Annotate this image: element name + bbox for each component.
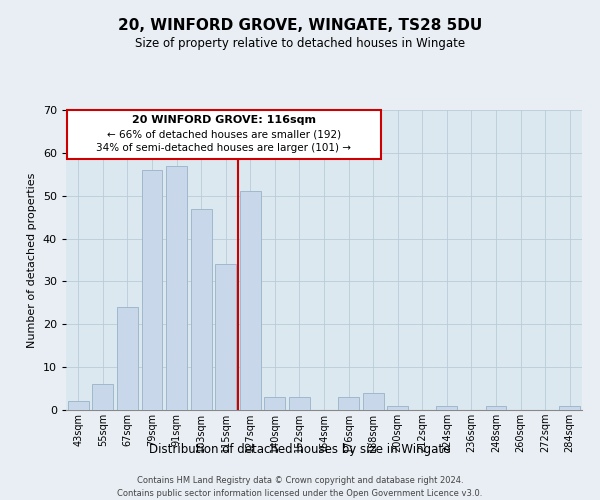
Bar: [240, 192, 261, 410]
Bar: [215, 264, 236, 410]
Bar: [68, 402, 89, 410]
FancyBboxPatch shape: [67, 110, 380, 160]
Text: 20 WINFORD GROVE: 116sqm: 20 WINFORD GROVE: 116sqm: [132, 115, 316, 125]
Bar: [387, 406, 408, 410]
Text: Contains public sector information licensed under the Open Government Licence v3: Contains public sector information licen…: [118, 489, 482, 498]
Text: 20, WINFORD GROVE, WINGATE, TS28 5DU: 20, WINFORD GROVE, WINGATE, TS28 5DU: [118, 18, 482, 32]
Bar: [92, 384, 113, 410]
Bar: [338, 397, 359, 410]
Text: Distribution of detached houses by size in Wingate: Distribution of detached houses by size …: [149, 442, 451, 456]
Text: ← 66% of detached houses are smaller (192): ← 66% of detached houses are smaller (19…: [107, 130, 341, 140]
Y-axis label: Number of detached properties: Number of detached properties: [27, 172, 37, 348]
Bar: [142, 170, 163, 410]
Bar: [117, 307, 138, 410]
Bar: [265, 397, 286, 410]
Text: Contains HM Land Registry data © Crown copyright and database right 2024.: Contains HM Land Registry data © Crown c…: [137, 476, 463, 485]
Text: 34% of semi-detached houses are larger (101) →: 34% of semi-detached houses are larger (…: [97, 144, 352, 154]
Bar: [485, 406, 506, 410]
Bar: [362, 393, 383, 410]
Bar: [191, 208, 212, 410]
Bar: [559, 406, 580, 410]
Bar: [289, 397, 310, 410]
Text: Size of property relative to detached houses in Wingate: Size of property relative to detached ho…: [135, 38, 465, 51]
Bar: [436, 406, 457, 410]
Bar: [166, 166, 187, 410]
